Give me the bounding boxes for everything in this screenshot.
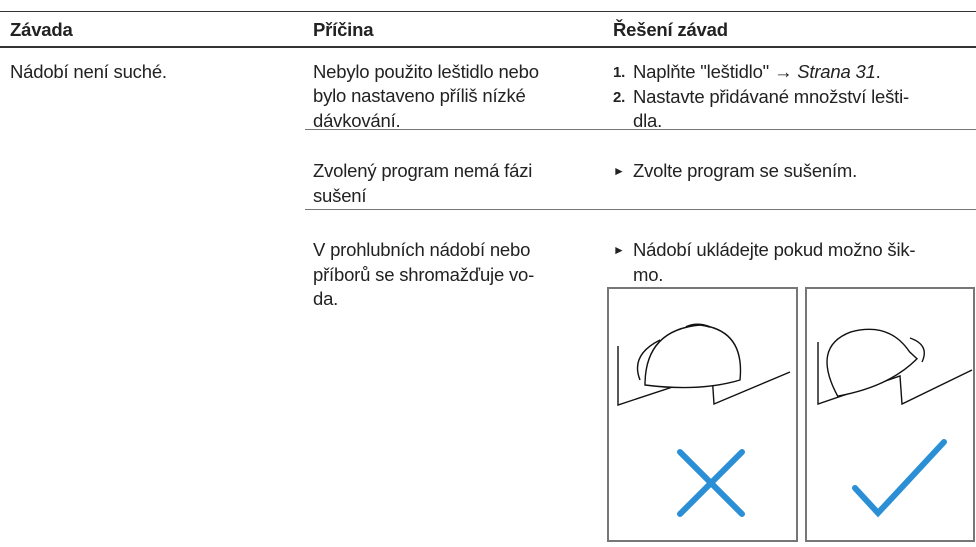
rule [305, 129, 976, 130]
marker: ► [613, 243, 625, 257]
cause: dávkování. [313, 110, 401, 131]
rule [305, 209, 976, 210]
header: Řešení závad [613, 19, 728, 40]
rule [0, 11, 976, 12]
cause: V prohlubních nádobí nebo [313, 239, 531, 260]
solution: Nádobí ukládejte pokud možno šik- [633, 239, 916, 260]
cause: da. [313, 288, 339, 309]
solution: dla. [633, 110, 663, 131]
cause: sušení [313, 185, 367, 206]
rule [0, 46, 976, 48]
header: Závada [10, 19, 73, 40]
marker: 1. [613, 64, 626, 81]
cause: příborů se shromažďuje vo- [313, 264, 535, 285]
text: Naplňte "leštidlo" → [633, 61, 793, 82]
cause: bylo nastaveno příliš nízké [313, 85, 526, 106]
cause: Nebylo použito leštidlo nebo [313, 61, 539, 82]
text: . [875, 61, 881, 82]
solution: mo. [633, 264, 664, 285]
header: Příčina [313, 19, 374, 40]
solution: Naplňte "leštidlo" → Strana 31. [633, 60, 881, 84]
marker: 2. [613, 89, 626, 106]
cause: Zvolený program nemá fázi [313, 160, 533, 181]
solution: Zvolte program se sušením. [633, 160, 858, 181]
solution: Nastavte přidávané množství lešti- [633, 86, 909, 107]
fault: Nádobí není suché. [10, 61, 167, 82]
marker: ► [613, 164, 625, 178]
link[interactable]: Strana 31 [797, 61, 876, 82]
